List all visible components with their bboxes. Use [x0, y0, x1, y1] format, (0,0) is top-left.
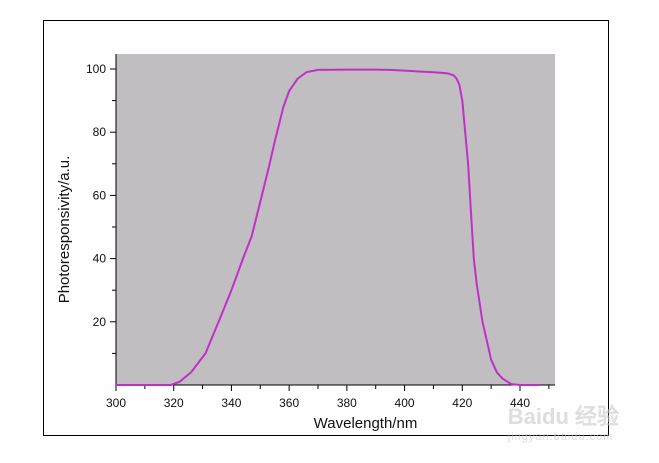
figure-frame: [43, 20, 609, 436]
y-tick-label: 80: [93, 125, 107, 139]
watermark-brand: Baidu 经验: [507, 404, 619, 429]
x-tick-label: 360: [279, 396, 299, 410]
y-axis: 20 40 60 80 100: [86, 54, 117, 385]
y-tick-label: 100: [86, 62, 106, 76]
x-tick-label: 380: [337, 396, 357, 410]
x-tick-label: 400: [395, 396, 415, 410]
y-tick-label: 60: [93, 188, 107, 202]
y-tick-label: 20: [93, 315, 107, 329]
watermark: Baidu 经验 jingyan.baidu.com: [508, 399, 619, 443]
plot-area: [116, 54, 555, 385]
y-tick-label: 40: [93, 252, 107, 266]
x-tick-label: 320: [164, 396, 184, 410]
data-series-line: [116, 68, 541, 386]
x-axis-title: Wavelength/nm: [314, 415, 418, 432]
x-tick-label: 420: [452, 396, 472, 410]
x-tick-label: 340: [221, 396, 241, 410]
x-tick-label: 300: [106, 396, 126, 410]
y-axis-title: Photoresponsivity/a.u.: [56, 156, 73, 304]
watermark-url: jingyan.baidu.com: [507, 431, 614, 443]
x-tick-label: 440: [510, 396, 530, 410]
x-axis: 300 320 340 360 380 400 420 440: [106, 384, 555, 410]
